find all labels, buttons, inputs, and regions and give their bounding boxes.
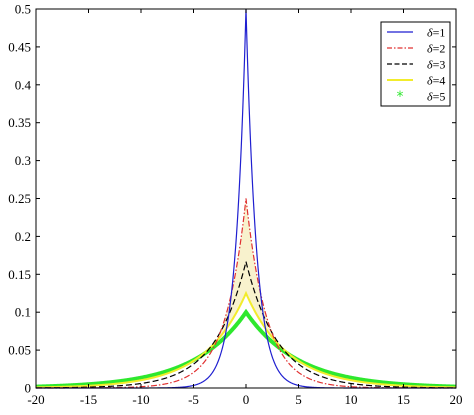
y-tick-label: 0.15	[8, 267, 31, 282]
legend-entry-2-label: δ=2	[427, 42, 445, 56]
legend: δ=1 δ=2 δ=3 δ=4 * δ=5	[380, 21, 451, 107]
shaded-band	[216, 198, 276, 342]
legend-entry-1-label: δ=1	[427, 26, 445, 40]
series-5-line	[35, 308, 457, 389]
x-tick-label: -5	[188, 392, 199, 407]
y-tick-label: 0	[25, 381, 32, 396]
legend-entry-5-marker: *	[397, 89, 404, 105]
legend-box	[380, 21, 451, 107]
legend-entry-4-label: δ=4	[427, 74, 445, 88]
y-tick-label: 0.1	[15, 305, 31, 320]
y-tick-label: 0.4	[15, 77, 32, 92]
x-tick-label: 20	[450, 392, 463, 407]
x-tick-label: 5	[295, 392, 302, 407]
axis-ticks: -20 -15 -10 -5 0 5 10 15 20 0 0.05 0.1 0.15 0.2 0.25 0.…	[8, 2, 462, 408]
x-tick-label: -10	[132, 392, 149, 407]
y-tick-label: 0.3	[15, 153, 31, 168]
x-tick-label: -20	[27, 392, 44, 407]
series-3-line	[36, 261, 456, 389]
y-tick-label: 0.25	[8, 191, 31, 206]
y-tick-label: 0.05	[8, 343, 31, 358]
series-4-line	[35, 290, 457, 389]
x-tick-label: -15	[80, 392, 97, 407]
band-fills	[216, 198, 276, 342]
legend-entry-5-label: δ=5	[427, 90, 445, 104]
y-tick-label: 0.2	[15, 229, 31, 244]
y-tick-label: 0.45	[8, 39, 31, 54]
x-tick-label: 10	[345, 392, 358, 407]
x-tick-label: 15	[397, 392, 410, 407]
y-tick-label: 0.5	[15, 2, 31, 17]
y-tick-label: 0.35	[8, 115, 31, 130]
x-tick-label: 0	[243, 392, 250, 407]
legend-entry-3-label: δ=3	[427, 58, 445, 72]
